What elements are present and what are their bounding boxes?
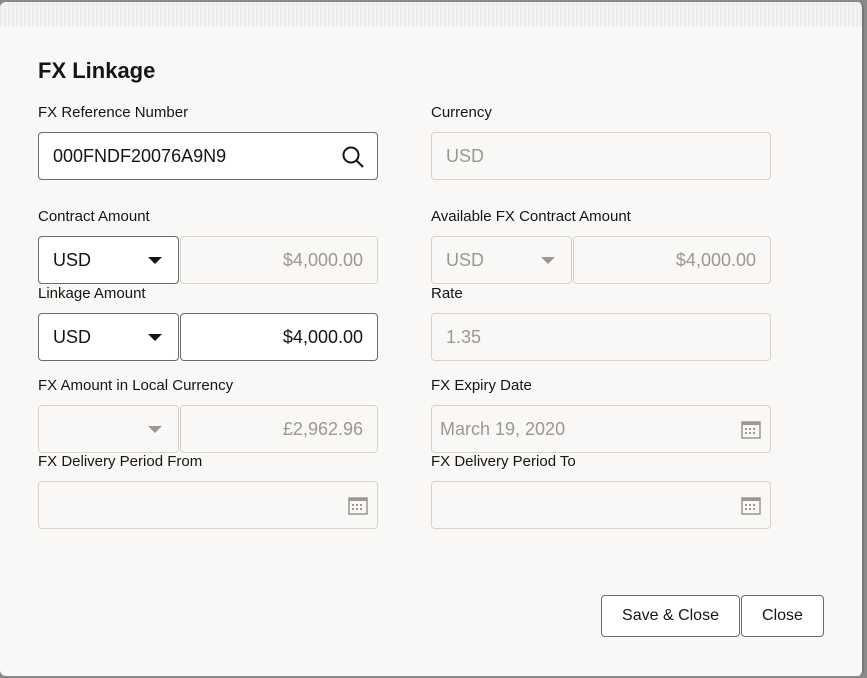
calendar-icon[interactable]	[347, 494, 369, 516]
calendar-icon[interactable]	[740, 418, 762, 440]
chevron-down-icon	[148, 426, 162, 433]
to-label: FX Delivery Period To	[431, 453, 576, 470]
rate-label: Rate	[431, 285, 463, 302]
fx-ref-value: 000FNDF20076A9N9	[53, 145, 227, 166]
available-label: Available FX Contract Amount	[431, 208, 631, 225]
currency-input[interactable]: USD	[431, 132, 771, 180]
delivery-to-input[interactable]	[431, 481, 771, 529]
save-close-button[interactable]: Save & Close	[601, 595, 740, 637]
expiry-label: FX Expiry Date	[431, 377, 532, 394]
currency-label: Currency	[431, 104, 492, 121]
chevron-down-icon	[148, 334, 162, 341]
dialog-title: FX Linkage	[38, 58, 156, 83]
search-icon[interactable]	[341, 145, 365, 169]
local-label: FX Amount in Local Currency	[38, 377, 234, 394]
fx-ref-label: FX Reference Number	[38, 104, 189, 121]
close-button[interactable]: Close	[741, 595, 824, 637]
dialog-header[interactable]	[0, 2, 862, 27]
linkage-currency-select[interactable]: USD	[38, 313, 179, 361]
fx-ref-input[interactable]: 000FNDF20076A9N9	[38, 132, 378, 180]
from-label: FX Delivery Period From	[38, 453, 203, 470]
rate-input[interactable]: 1.35	[431, 313, 771, 361]
calendar-icon[interactable]	[740, 494, 762, 516]
select-value: USD	[53, 249, 92, 270]
contract-amount-label: Contract Amount	[38, 208, 150, 225]
expiry-date-input[interactable]: March 19, 2020	[431, 405, 771, 453]
contract-amount-input[interactable]: $4,000.00	[180, 236, 378, 284]
available-amount-input[interactable]: $4,000.00	[573, 236, 771, 284]
local-amount-input[interactable]: £2,962.96	[180, 405, 378, 453]
local-currency-select[interactable]	[38, 405, 179, 453]
linkage-label: Linkage Amount	[38, 285, 146, 302]
select-value: USD	[446, 249, 485, 270]
chevron-down-icon	[541, 257, 555, 264]
available-currency-select[interactable]: USD	[431, 236, 572, 284]
delivery-from-input[interactable]	[38, 481, 378, 529]
contract-currency-select[interactable]: USD	[38, 236, 179, 284]
chevron-down-icon	[148, 257, 162, 264]
select-value: USD	[53, 326, 92, 347]
linkage-amount-input[interactable]: $4,000.00	[180, 313, 378, 361]
date-value: March 19, 2020	[440, 418, 566, 439]
